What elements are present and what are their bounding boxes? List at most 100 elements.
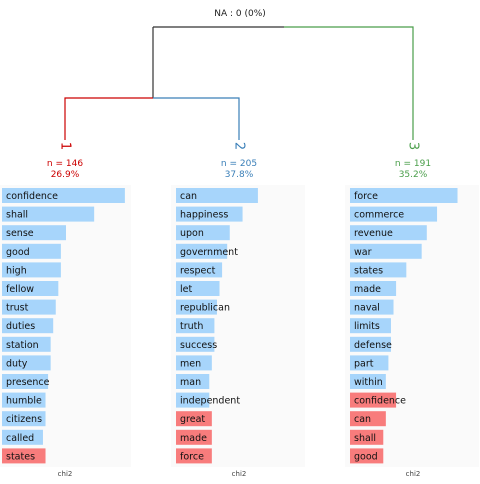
cluster-2-term-upon: upon xyxy=(180,228,204,239)
cluster-1-term-confidence: confidence xyxy=(6,191,58,202)
cluster-1-bar-presence xyxy=(2,374,49,389)
cluster-1-id-label: 1 xyxy=(58,142,73,150)
cluster-1-term-called: called xyxy=(6,433,34,444)
cluster-1-term-citizens: citizens xyxy=(6,414,42,425)
cluster-2-term-truth: truth xyxy=(180,321,203,332)
cluster-3-bar-commerce xyxy=(350,206,438,222)
cluster-2-term-man: man xyxy=(180,377,201,388)
cluster-2-n-label: n = 205 xyxy=(221,159,257,169)
cluster-1-bar-station xyxy=(2,336,51,352)
cluster-2-pct-label: 37.8% xyxy=(225,170,254,180)
cluster-1-term-sense: sense xyxy=(6,228,34,239)
cluster-3-bar-revenue xyxy=(350,225,427,241)
cluster-2-term-force: force xyxy=(180,451,204,462)
cluster-3-term-states: states xyxy=(354,265,383,276)
cluster-3-term-good: good xyxy=(354,451,378,462)
cluster-1-bar-sense xyxy=(2,225,66,241)
cluster-1-bar-states xyxy=(2,448,46,464)
cluster-1-term-states: states xyxy=(6,451,35,462)
na-label: NA : 0 (0%) xyxy=(214,9,266,19)
cluster-3-term-shall: shall xyxy=(354,433,376,444)
cluster-2-term-made: made xyxy=(180,433,207,444)
dendrogram-tree xyxy=(64,26,414,140)
cluster-3-bar-defense xyxy=(350,336,391,352)
cluster-3-bar-can xyxy=(350,411,386,427)
cluster-1-term-duty: duty xyxy=(6,358,28,369)
cluster-2-bar-made xyxy=(176,429,212,445)
cluster-3-term-revenue: revenue xyxy=(354,228,393,239)
cluster-1-term-duties: duties xyxy=(6,321,35,332)
cluster-3-bar-part xyxy=(350,355,389,371)
cluster-1-term-trust: trust xyxy=(6,303,29,314)
cluster-2-bar-truth xyxy=(176,318,215,334)
cluster-3-n-label: n = 191 xyxy=(395,159,431,169)
cluster-2-bar-independent xyxy=(176,392,210,408)
cluster-1-pct-label: 26.9% xyxy=(51,170,80,180)
cluster-2-bar-success xyxy=(176,336,215,352)
cluster-2-xlabel: chi2 xyxy=(232,470,247,478)
cluster-1-bar-humble xyxy=(2,392,46,408)
cluster-1-term-humble: humble xyxy=(6,396,42,407)
cluster-2-term-government: government xyxy=(180,247,238,258)
cluster-2-term-men: men xyxy=(180,358,201,369)
cluster-1-bar-called xyxy=(2,429,43,445)
cluster-3-bar-shall xyxy=(350,429,384,445)
cluster-1-xlabel: chi2 xyxy=(58,470,73,478)
cluster-2-bar-let xyxy=(176,281,220,296)
tree-branch-cluster-3 xyxy=(284,26,414,140)
cluster-1-bar-trust xyxy=(2,299,56,315)
cluster-1-term-high: high xyxy=(6,265,27,276)
cluster-1-n-label: n = 146 xyxy=(47,159,83,169)
cluster-1-bar-fellow xyxy=(2,281,59,296)
cluster-3-bar-good xyxy=(350,448,384,464)
cluster-2-bar-can xyxy=(176,188,258,203)
cluster-2-bar-great xyxy=(176,411,212,427)
cluster-1-term-fellow: fellow xyxy=(6,284,34,295)
cluster-3-bar-confidence xyxy=(350,392,397,408)
cluster-1-term-presence: presence xyxy=(6,377,50,388)
cluster-3-term-naval: naval xyxy=(354,303,380,314)
cluster-1-term-station: station xyxy=(6,340,39,351)
cluster-3-pct-label: 35.2% xyxy=(399,170,428,180)
cluster-2-term-can: can xyxy=(180,191,197,202)
cluster-3-bar-force xyxy=(350,188,458,203)
cluster-2-term-great: great xyxy=(180,414,205,425)
cluster-1-term-shall: shall xyxy=(6,210,28,221)
cluster-3-term-can: can xyxy=(354,414,371,425)
cluster-3-term-confidence: confidence xyxy=(354,396,406,407)
cluster-2-term-independent: independent xyxy=(180,396,240,407)
cluster-2-bar-respect xyxy=(176,262,223,278)
cluster-1-term-good: good xyxy=(6,247,30,258)
cluster-3-term-commerce: commerce xyxy=(354,210,404,221)
cluster-1-bar-duty xyxy=(2,355,51,371)
cluster-3-bar-made xyxy=(350,281,397,296)
cluster-1-bar-confidence xyxy=(2,188,125,203)
cluster-3-id-label: 3 xyxy=(406,142,421,150)
cluster-1-bar-good xyxy=(2,243,61,259)
cluster-3-term-war: war xyxy=(354,247,372,258)
cluster-3-term-force: force xyxy=(354,191,378,202)
cluster-3-term-part: part xyxy=(354,358,374,369)
cluster-2-bar-happiness xyxy=(176,206,243,222)
cluster-3-xlabel: chi2 xyxy=(406,470,421,478)
cluster-3-term-made: made xyxy=(354,284,381,295)
cluster-2-bar-men xyxy=(176,355,212,371)
cluster-2-bar-force xyxy=(176,448,212,464)
cluster-3-term-limits: limits xyxy=(354,321,380,332)
cluster-3-bar-states xyxy=(350,262,407,278)
cluster-3-bar-war xyxy=(350,243,422,259)
cluster-2-term-let: let xyxy=(180,284,192,295)
cluster-2-term-happiness: happiness xyxy=(180,210,228,221)
cluster-3-bar-naval xyxy=(350,299,394,315)
cluster-2-bar-man xyxy=(176,374,210,389)
cluster-3-bar-within xyxy=(350,374,386,389)
cluster-1-bar-duties xyxy=(2,318,54,334)
cluster-3-term-within: within xyxy=(354,377,383,388)
cluster-2-term-republican: republican xyxy=(180,303,230,314)
cluster-2-bar-upon xyxy=(176,225,230,241)
